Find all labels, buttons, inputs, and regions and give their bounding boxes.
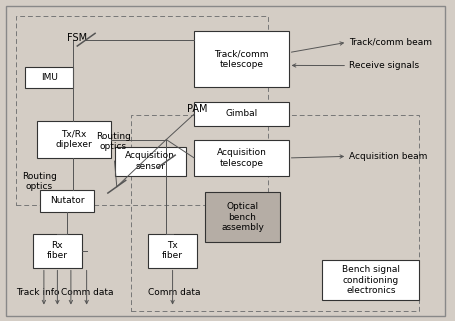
Bar	[40, 190, 94, 212]
Text: Routing
optics: Routing optics	[22, 172, 57, 191]
Text: Tx
fiber: Tx fiber	[162, 241, 183, 260]
Text: Acquisition
telescope: Acquisition telescope	[217, 148, 266, 168]
Text: Optical
bench
assembly: Optical bench assembly	[221, 202, 264, 232]
Bar	[194, 102, 288, 126]
Bar	[37, 121, 111, 158]
Bar	[194, 140, 288, 176]
Bar	[33, 234, 82, 268]
Bar	[115, 147, 186, 176]
Text: Nutator: Nutator	[50, 196, 85, 205]
Text: Comm data: Comm data	[148, 288, 200, 297]
Text: Track/comm
telescope: Track/comm telescope	[214, 49, 268, 69]
Bar	[148, 234, 197, 268]
Bar	[323, 260, 419, 300]
Bar	[25, 67, 73, 88]
Text: Gimbal: Gimbal	[225, 109, 258, 118]
Text: Bench signal
conditioning
electronics: Bench signal conditioning electronics	[342, 265, 400, 295]
Text: Acquisition
sensor: Acquisition sensor	[125, 152, 175, 171]
Text: Receive signals: Receive signals	[349, 61, 420, 70]
Bar	[131, 115, 419, 311]
Bar	[194, 31, 288, 87]
Bar	[205, 193, 280, 242]
Text: IMU: IMU	[40, 73, 57, 82]
Bar	[16, 16, 268, 205]
Text: Acquisition beam: Acquisition beam	[349, 152, 428, 161]
Text: FSM: FSM	[67, 33, 87, 43]
Text: PAM: PAM	[187, 104, 208, 114]
Text: Tx/Rx
diplexer: Tx/Rx diplexer	[56, 130, 92, 149]
Text: Rx
fiber: Rx fiber	[47, 241, 68, 260]
Text: Comm data: Comm data	[61, 288, 114, 297]
Text: Track info: Track info	[16, 288, 59, 297]
Text: Routing
optics: Routing optics	[96, 132, 131, 151]
Text: Track/comm beam: Track/comm beam	[349, 38, 432, 47]
